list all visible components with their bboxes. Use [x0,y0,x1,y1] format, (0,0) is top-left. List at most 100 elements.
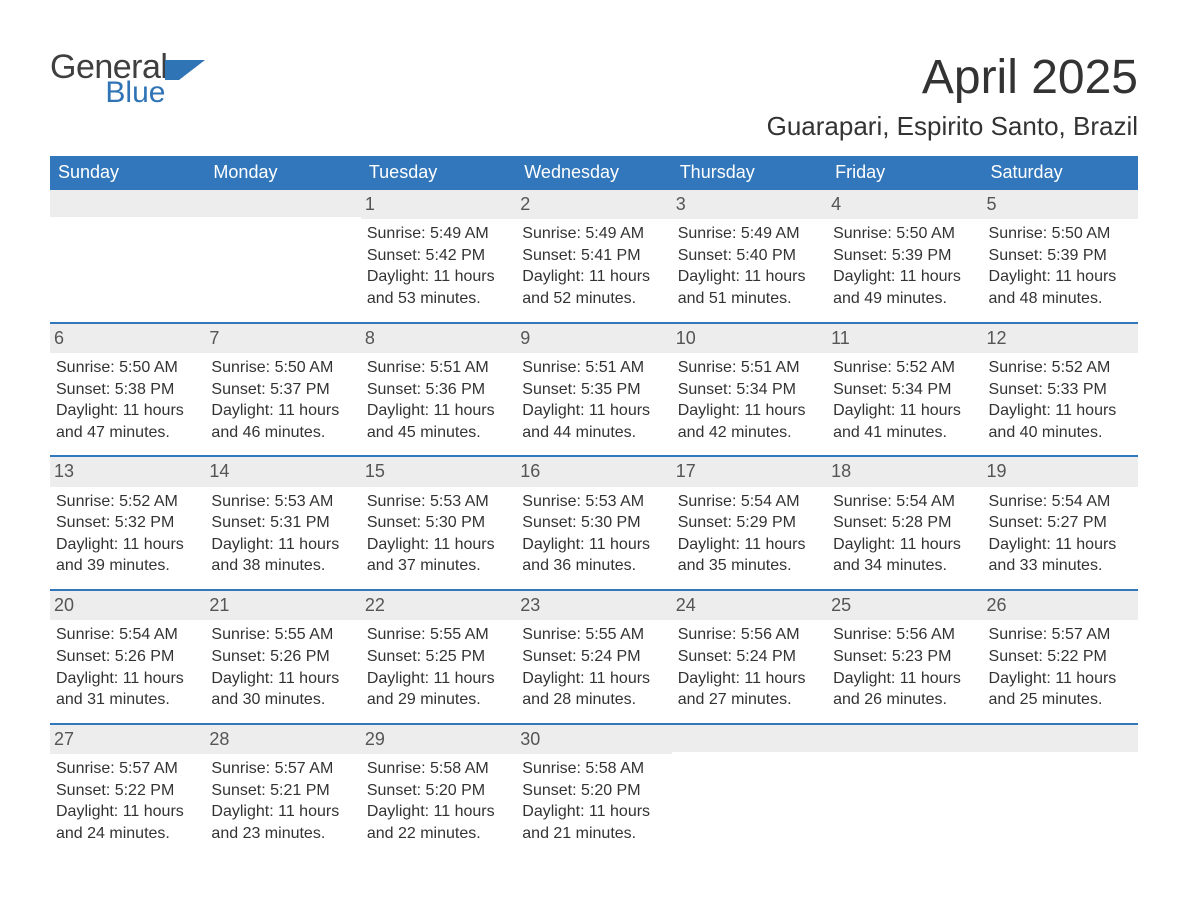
header: General Blue April 2025 Guarapari, Espir… [50,50,1138,142]
day-cell: 4Sunrise: 5:50 AMSunset: 5:39 PMDaylight… [827,190,982,322]
daylight-line: Daylight: 11 hours [367,400,510,422]
dow-cell: Wednesday [516,156,671,190]
day-cell: 5Sunrise: 5:50 AMSunset: 5:39 PMDaylight… [983,190,1138,322]
calendar: SundayMondayTuesdayWednesdayThursdayFrid… [50,156,1138,856]
daylight-line: and 38 minutes. [211,555,354,577]
daylight-line: Daylight: 11 hours [678,534,821,556]
daylight-line: and 31 minutes. [56,689,199,711]
sunset-line: Sunset: 5:42 PM [367,245,510,267]
sunrise-line: Sunrise: 5:54 AM [56,624,199,646]
day-number: 23 [516,591,671,620]
day-number: 16 [516,457,671,486]
daylight-line: and 28 minutes. [522,689,665,711]
dow-cell: Friday [827,156,982,190]
day-cell: 10 Sunrise: 5:51 AMSunset: 5:34 PMDayligh… [672,324,827,456]
sunrise-line: Sunrise: 5:52 AM [989,357,1132,379]
daylight-line: Daylight: 11 hours [678,668,821,690]
day-cell: 29Sunrise: 5:58 AMSunset: 5:20 PMDayligh… [361,725,516,857]
daylight-line: Daylight: 11 hours [56,534,199,556]
sunrise-line: Sunrise: 5:49 AM [367,223,510,245]
week-row: 20Sunrise: 5:54 AMSunset: 5:26 PMDayligh… [50,589,1138,723]
day-cell: 18Sunrise: 5:54 AMSunset: 5:28 PMDayligh… [827,457,982,589]
day-number [50,190,205,217]
day-number: 1 [361,190,516,219]
dow-cell: Thursday [672,156,827,190]
sunrise-line: Sunrise: 5:50 AM [211,357,354,379]
daylight-line: Daylight: 11 hours [211,668,354,690]
daylight-line: and 45 minutes. [367,422,510,444]
day-cell: 11Sunrise: 5:52 AMSunset: 5:34 PMDayligh… [827,324,982,456]
daylight-line: and 44 minutes. [522,422,665,444]
sunrise-line: Sunrise: 5:54 AM [833,491,976,513]
day-number: 25 [827,591,982,620]
sunrise-line: Sunrise: 5:55 AM [211,624,354,646]
day-number: 10 [672,324,827,353]
sunset-line: Sunset: 5:34 PM [678,379,821,401]
sunrise-line: Sunrise: 5:51 AM [678,357,821,379]
sunset-line: Sunset: 5:37 PM [211,379,354,401]
day-cell: 14Sunrise: 5:53 AMSunset: 5:31 PMDayligh… [205,457,360,589]
day-number: 4 [827,190,982,219]
day-number [983,725,1138,752]
sunset-line: Sunset: 5:31 PM [211,512,354,534]
sunrise-line: Sunrise: 5:54 AM [989,491,1132,513]
week-row: 6Sunrise: 5:50 AMSunset: 5:38 PMDaylight… [50,322,1138,456]
day-cell: 30Sunrise: 5:58 AMSunset: 5:20 PMDayligh… [516,725,671,857]
day-cell: 2Sunrise: 5:49 AMSunset: 5:41 PMDaylight… [516,190,671,322]
sunset-line: Sunset: 5:35 PM [522,379,665,401]
sunset-line: Sunset: 5:30 PM [367,512,510,534]
sunrise-line: Sunrise: 5:50 AM [989,223,1132,245]
sunrise-line: Sunrise: 5:57 AM [56,758,199,780]
brand-text: General Blue [50,50,167,108]
sunset-line: Sunset: 5:36 PM [367,379,510,401]
daylight-line: Daylight: 11 hours [522,801,665,823]
daylight-line: and 49 minutes. [833,288,976,310]
sunset-line: Sunset: 5:33 PM [989,379,1132,401]
day-number: 12 [983,324,1138,353]
daylight-line: and 51 minutes. [678,288,821,310]
daylight-line: and 35 minutes. [678,555,821,577]
sunset-line: Sunset: 5:22 PM [56,780,199,802]
day-cell: 23Sunrise: 5:55 AMSunset: 5:24 PMDayligh… [516,591,671,723]
day-cell: 12 Sunrise: 5:52 AMSunset: 5:33 PMDayligh… [983,324,1138,456]
daylight-line: Daylight: 11 hours [522,534,665,556]
sunrise-line: Sunrise: 5:58 AM [367,758,510,780]
daylight-line: and 37 minutes. [367,555,510,577]
daylight-line: and 21 minutes. [522,823,665,845]
sunrise-line: Sunrise: 5:57 AM [989,624,1132,646]
day-cell: 1Sunrise: 5:49 AMSunset: 5:42 PMDaylight… [361,190,516,322]
daylight-line: Daylight: 11 hours [833,266,976,288]
sunrise-line: Sunrise: 5:53 AM [367,491,510,513]
daylight-line: and 29 minutes. [367,689,510,711]
daylight-line: and 41 minutes. [833,422,976,444]
sunrise-line: Sunrise: 5:51 AM [367,357,510,379]
sunrise-line: Sunrise: 5:55 AM [367,624,510,646]
daylight-line: and 47 minutes. [56,422,199,444]
sunset-line: Sunset: 5:28 PM [833,512,976,534]
daylight-line: and 40 minutes. [989,422,1132,444]
day-number: 20 [50,591,205,620]
day-cell: 27Sunrise: 5:57 AMSunset: 5:22 PMDayligh… [50,725,205,857]
day-cell: 21Sunrise: 5:55 AMSunset: 5:26 PMDayligh… [205,591,360,723]
daylight-line: and 24 minutes. [56,823,199,845]
day-cell [50,190,205,322]
daylight-line: Daylight: 11 hours [833,534,976,556]
daylight-line: Daylight: 11 hours [678,400,821,422]
sunset-line: Sunset: 5:20 PM [522,780,665,802]
day-cell: 8 Sunrise: 5:51 AMSunset: 5:36 PMDaylight… [361,324,516,456]
daylight-line: Daylight: 11 hours [833,668,976,690]
day-cell: 22Sunrise: 5:55 AMSunset: 5:25 PMDayligh… [361,591,516,723]
sunset-line: Sunset: 5:26 PM [211,646,354,668]
day-number: 8 [361,324,516,353]
sunset-line: Sunset: 5:40 PM [678,245,821,267]
title-block: April 2025 Guarapari, Espirito Santo, Br… [767,50,1138,142]
sunset-line: Sunset: 5:20 PM [367,780,510,802]
daylight-line: and 25 minutes. [989,689,1132,711]
daylight-line: Daylight: 11 hours [56,668,199,690]
sunrise-line: Sunrise: 5:56 AM [678,624,821,646]
day-number: 5 [983,190,1138,219]
brand-logo: General Blue [50,50,207,108]
day-number: 19 [983,457,1138,486]
daylight-line: Daylight: 11 hours [989,400,1132,422]
daylight-line: Daylight: 11 hours [367,534,510,556]
